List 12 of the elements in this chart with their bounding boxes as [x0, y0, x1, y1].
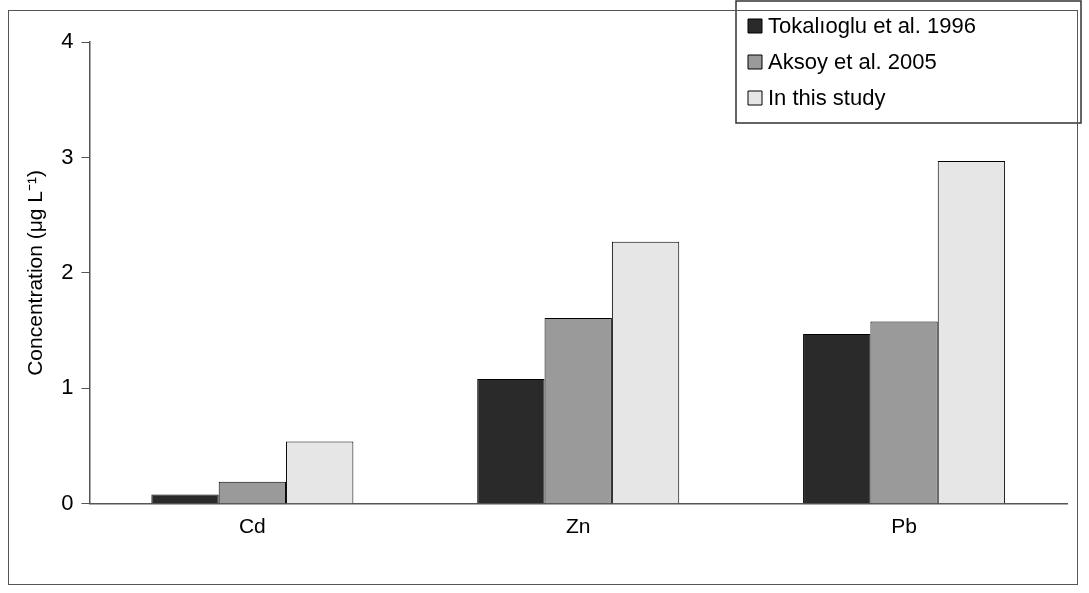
- legend-label: Tokalıoglu et al. 1996: [768, 13, 976, 39]
- y-tick-label: 3: [61, 143, 74, 169]
- x-tick-label: Zn: [565, 514, 591, 538]
- x-tick-label: Cd: [238, 514, 266, 538]
- legend-label: Aksoy et al. 2005: [768, 49, 937, 75]
- y-tick-label: 0: [61, 489, 74, 515]
- y-axis-title: Concentration (μg L⁻¹): [23, 169, 47, 376]
- legend-label: In this study: [768, 85, 886, 111]
- y-tick-label: 2: [61, 258, 74, 284]
- x-tick-label: Pb: [891, 514, 917, 538]
- y-tick-label: 1: [61, 374, 74, 400]
- y-tick-label: 4: [61, 28, 74, 54]
